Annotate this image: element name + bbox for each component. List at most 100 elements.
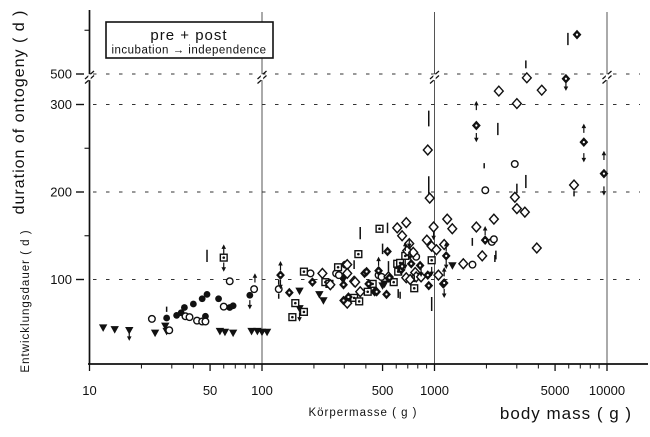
- marker-diamond-dot: [347, 295, 350, 299]
- x-tick-label: 500: [372, 383, 394, 398]
- arrow-up-head: [601, 150, 607, 156]
- marker-filled-circle: [181, 304, 188, 311]
- marker-open-diamond: [531, 242, 543, 254]
- marker-filled-triangle: [262, 328, 272, 337]
- arrow-up-head: [252, 273, 258, 278]
- marker-open-diamond: [521, 71, 533, 84]
- marker-filled-circle: [215, 295, 222, 303]
- axis-break-gap: [605, 74, 609, 81]
- marker-open-circle: [334, 271, 343, 280]
- legend-box: pre + post incubation → independence: [105, 21, 274, 59]
- data-points-layer: [98, 29, 609, 341]
- marker-filled-circle: [203, 290, 211, 298]
- marker-filled-circle: [229, 302, 237, 310]
- marker-diamond-dot: [342, 299, 345, 302]
- marker-open-diamond: [476, 249, 488, 262]
- series-range-bar: [165, 32, 575, 312]
- arrow-down-head: [601, 191, 607, 196]
- marker-open-diamond: [509, 191, 521, 204]
- legend-title: pre + post: [150, 27, 227, 44]
- marker-diamond-dot: [426, 274, 429, 277]
- marker-open-diamond: [421, 234, 433, 247]
- arrow-down-head: [418, 272, 424, 277]
- arrow-up-head: [278, 261, 283, 266]
- marker-filled-triangle: [228, 329, 238, 338]
- arrow-up-head: [402, 241, 408, 247]
- marker-open-circle: [481, 186, 490, 195]
- marker-filled-circle: [246, 291, 254, 299]
- x-axis-label-german: Körpermasse ( g ): [308, 407, 417, 419]
- marker-diamond-dot: [401, 265, 404, 268]
- axes-layer: 10 50 100 500 1000 5000 10000 100 200 300 500: [50, 10, 648, 398]
- marker-filled-triangle: [161, 322, 170, 331]
- marker-square-dot: [412, 286, 416, 290]
- marker-open-diamond: [341, 267, 353, 280]
- marker-square-dot: [392, 280, 395, 284]
- arrow-up-head: [482, 226, 488, 231]
- marker-open-circle: [510, 159, 519, 168]
- marker-diamond-dot: [575, 33, 579, 36]
- marker-filled-triangle: [380, 280, 389, 289]
- arrow-down-head: [402, 264, 408, 270]
- marker-open-circle: [489, 235, 498, 244]
- marker-open-diamond: [511, 202, 523, 215]
- marker-diamond-dot: [367, 282, 370, 285]
- arrow-down-head: [278, 284, 283, 290]
- marker-open-diamond: [422, 144, 434, 156]
- marker-open-diamond: [396, 229, 408, 242]
- marker-open-diamond: [441, 213, 453, 226]
- marker-open-diamond: [568, 179, 580, 191]
- marker-open-circle: [185, 313, 194, 322]
- marker-filled-triangle: [448, 262, 457, 270]
- marker-open-circle: [147, 314, 156, 323]
- marker-square-dot: [302, 310, 306, 314]
- marker-diamond-dot: [602, 172, 606, 175]
- marker-square-dot: [430, 258, 433, 262]
- marker-open-diamond: [431, 243, 442, 256]
- marker-square-dot: [357, 252, 360, 256]
- series-open-circle: [147, 159, 519, 335]
- marker-square-dot: [302, 270, 306, 273]
- marker-square-dot: [378, 227, 381, 231]
- series-open-diamond: [317, 71, 580, 310]
- marker-diamond-dot: [342, 283, 345, 286]
- marker-open-diamond: [428, 221, 439, 233]
- marker-open-diamond: [426, 240, 438, 253]
- marker-diamond-dot: [445, 254, 448, 257]
- arrow-down-head: [297, 317, 302, 322]
- marker-diamond-dot: [388, 276, 391, 279]
- marker-open-diamond: [488, 213, 500, 226]
- marker-filled-triangle: [319, 297, 328, 305]
- marker-open-circle: [250, 285, 259, 294]
- marker-diamond-dot: [484, 239, 487, 242]
- y-tick-label: 500: [50, 67, 72, 82]
- marker-filled-triangle: [295, 287, 304, 296]
- arrow-down-head: [474, 137, 479, 143]
- marker-diamond-dot: [288, 291, 291, 294]
- marker-square-dot: [352, 296, 356, 300]
- marker-filled-circle: [163, 314, 171, 322]
- marker-filled-circle: [198, 295, 206, 303]
- marker-diamond-dot: [427, 284, 430, 287]
- x-tick-label: 50: [203, 383, 217, 398]
- marker-open-circle: [468, 260, 477, 269]
- marker-diamond-dot: [279, 274, 282, 277]
- arrow-down-head: [221, 267, 227, 272]
- legend-border: [105, 21, 274, 59]
- arrow-down-head: [563, 86, 569, 91]
- x-axis-label-english: body mass ( g ): [500, 404, 632, 423]
- marker-open-diamond: [519, 206, 531, 219]
- legend-subtitle: incubation → independence: [111, 45, 266, 57]
- marker-open-diamond: [457, 257, 469, 270]
- marker-open-circle: [219, 302, 228, 311]
- axis-break-gap: [88, 74, 91, 81]
- axis-break-gap: [433, 74, 436, 81]
- x-tick-label: 10: [82, 383, 96, 398]
- axis-break-gap: [260, 74, 264, 81]
- arrow-up-head: [376, 256, 381, 262]
- series-arrow-up: [221, 100, 607, 283]
- marker-open-diamond: [536, 84, 548, 97]
- arrow-down-head: [443, 264, 449, 270]
- marker-open-diamond: [325, 278, 336, 291]
